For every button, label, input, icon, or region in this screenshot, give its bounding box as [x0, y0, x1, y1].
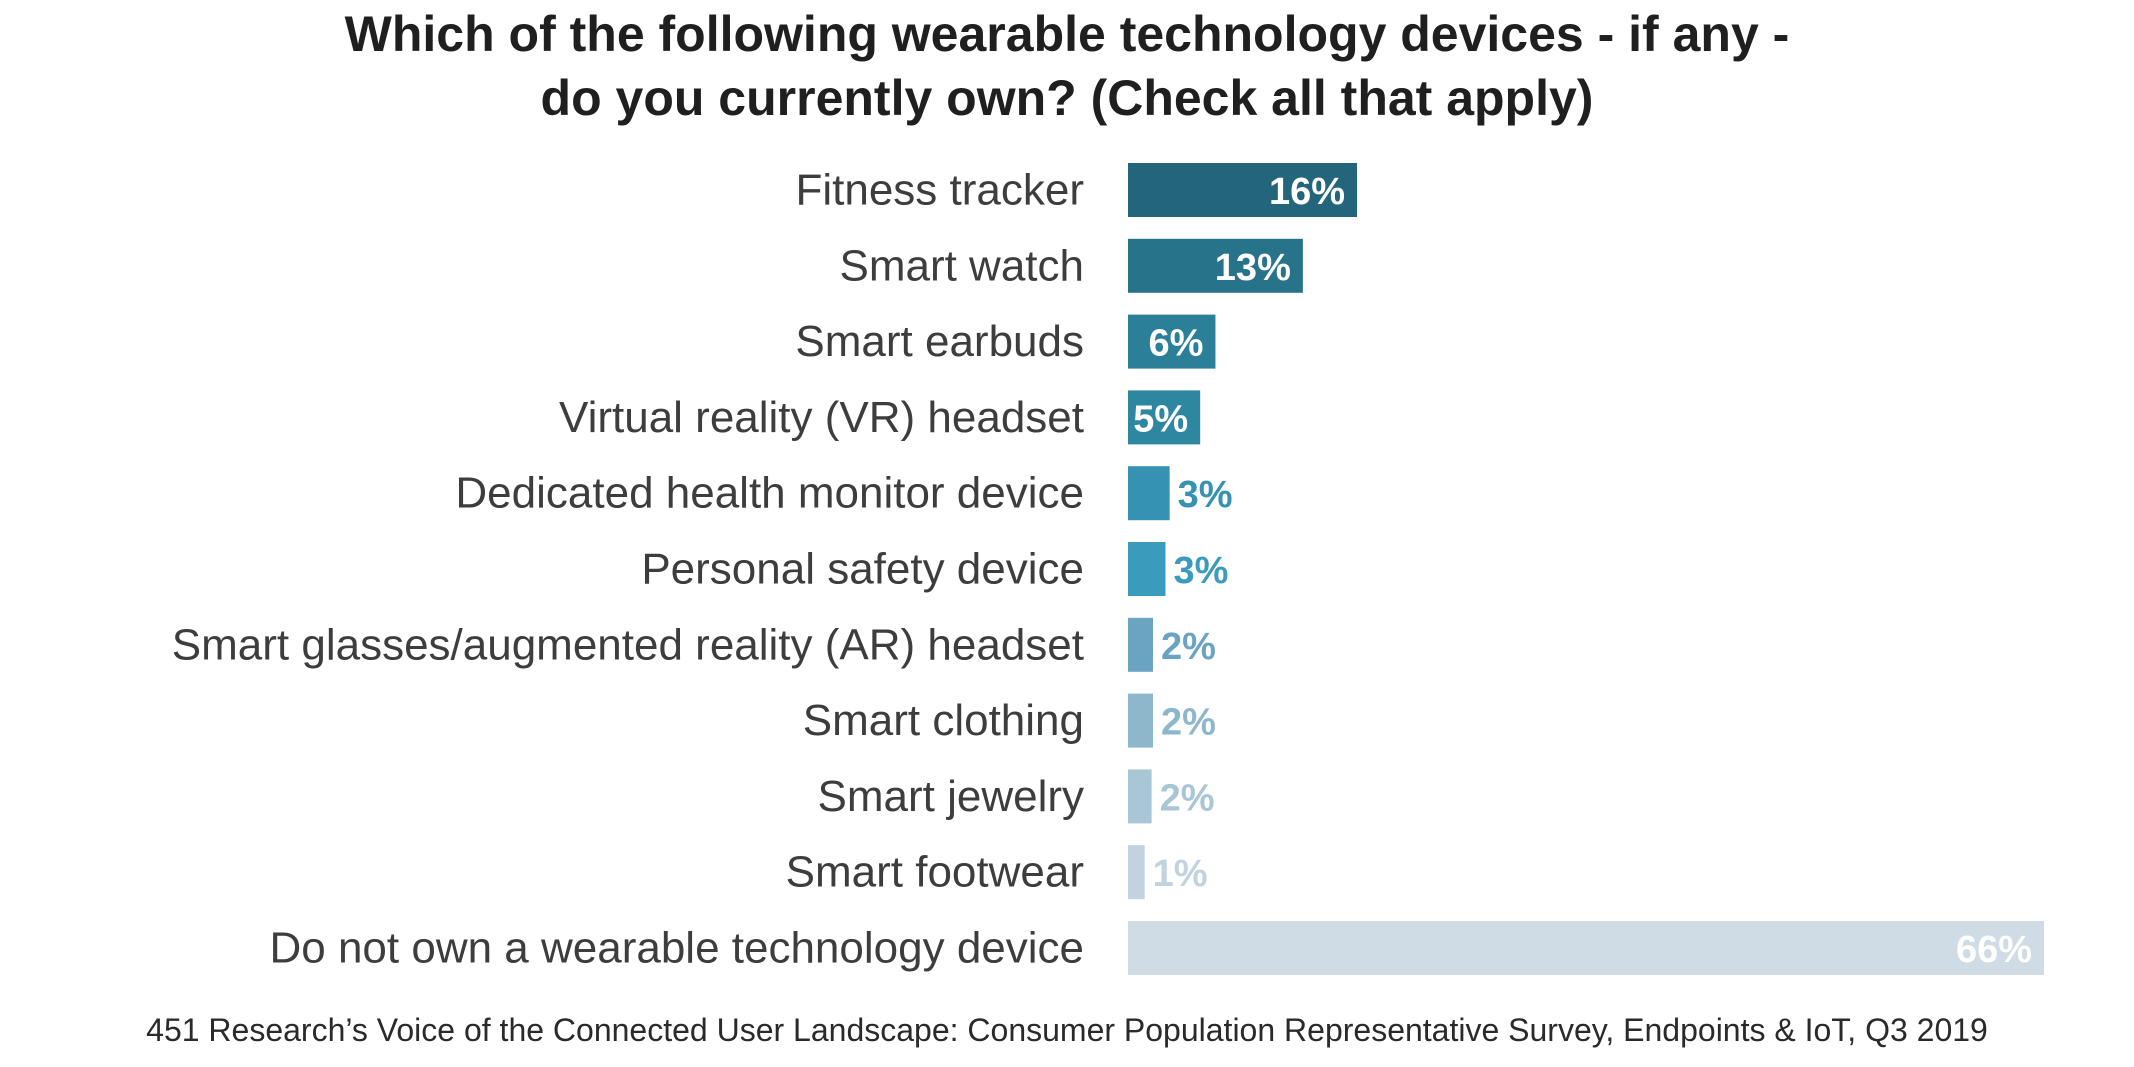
category-label: Smart footwear: [786, 848, 1084, 897]
bar: [1128, 390, 1201, 445]
bar: [1128, 693, 1153, 748]
value-label: 2%: [1161, 626, 1216, 668]
chart-title-line-1: Which of the following wearable technolo…: [344, 6, 1790, 62]
value-label: 5%: [1133, 398, 1188, 440]
category-label: Virtual reality (VR) headset: [559, 393, 1084, 442]
category-label: Do not own a wearable technology device: [269, 924, 1084, 973]
value-label: 2%: [1160, 777, 1215, 819]
chart-title-line-2: do you currently own? (Check all that ap…: [540, 70, 1594, 126]
chart-title: Which of the following wearable technolo…: [0, 0, 2134, 135]
category-label: Smart jewelry: [818, 772, 1085, 821]
bar: [1128, 845, 1145, 900]
chart-source-note: 451 Research’s Voice of the Connected Us…: [146, 1012, 1988, 1048]
bar: [1128, 238, 1303, 293]
bar: [1128, 542, 1166, 596]
category-label: Smart watch: [839, 241, 1084, 290]
bar: [1128, 921, 2044, 975]
bar: [1128, 466, 1170, 521]
category-label: Smart earbuds: [795, 317, 1084, 366]
value-label: 3%: [1178, 474, 1233, 516]
category-label: Smart glasses/augmented reality (AR) hea…: [172, 620, 1084, 669]
bar: [1128, 314, 1216, 369]
value-label: 2%: [1161, 702, 1216, 744]
category-label: Smart clothing: [803, 696, 1084, 745]
value-label: 3%: [1173, 550, 1228, 592]
bar-chart: Fitness tracker 16% Smart watch 13% Smart ea…: [172, 163, 2044, 975]
category-label: Dedicated health monitor device: [455, 469, 1084, 518]
bar: [1128, 163, 1357, 217]
category-label: Fitness tracker: [795, 166, 1084, 215]
bar: [1128, 617, 1153, 672]
value-label: 13%: [1215, 247, 1291, 289]
bar: [1128, 769, 1152, 824]
value-label: 6%: [1149, 323, 1204, 365]
value-label: 1%: [1153, 853, 1208, 895]
value-label: 66%: [1956, 929, 2032, 971]
value-label: 16%: [1269, 171, 1345, 213]
category-label: Personal safety device: [641, 545, 1084, 594]
